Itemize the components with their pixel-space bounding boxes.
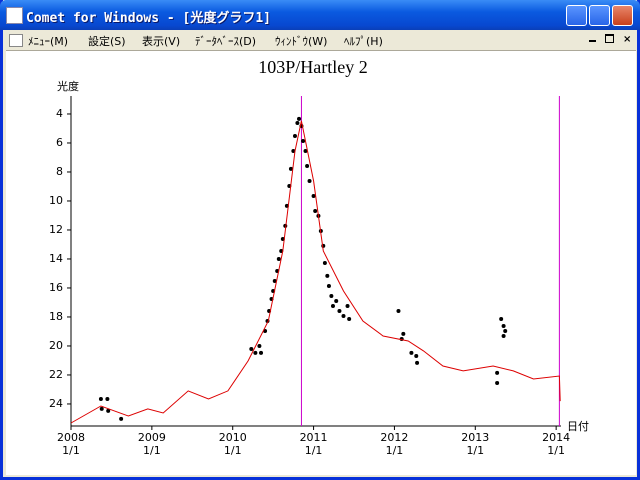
y-tick-label: 22 (49, 368, 63, 381)
observation-point (303, 148, 308, 153)
maximize-button[interactable] (589, 5, 610, 26)
mdi-close[interactable]: × (623, 34, 632, 45)
observation-point (347, 316, 352, 321)
observation-point (334, 299, 339, 304)
menu-item[interactable]: 設定(S) (88, 35, 126, 48)
y-tick-label: 24 (49, 397, 63, 410)
mdi-minimize[interactable] (589, 34, 596, 42)
observation-point (495, 370, 500, 375)
observation-point (249, 347, 254, 352)
observation-point (325, 273, 330, 278)
y-tick-label: 8 (56, 165, 63, 178)
observation-point (401, 331, 406, 336)
window-title: Comet for Windows - [光度グラフ1] (26, 11, 272, 26)
x-tick-label: 2012 (380, 431, 408, 444)
observation-point (415, 360, 420, 365)
y-tick-label: 4 (56, 107, 63, 120)
observation-point (313, 208, 318, 213)
x-axis-label: 日付 (567, 420, 589, 433)
observation-point (499, 316, 504, 321)
chart: 103P/Hartley 2 光度 日付 4 6 8 10 12 14 16 18 20 22 24… (49, 57, 589, 457)
observation-point (396, 309, 401, 314)
menu-bar: ﾒﾆｭｰ(M) 設定(S) 表示(V) ﾃﾞｰﾀﾍﾞｰｽ(D) ｳｨﾝﾄﾞｳ(W… (3, 30, 637, 50)
menu-item[interactable]: 表示(V) (142, 35, 181, 48)
x-tick-label: 2008 (57, 431, 85, 444)
menu-item[interactable]: ﾃﾞｰﾀﾍﾞｰｽ(D) (195, 35, 257, 48)
x-tick-label: 2014 (542, 431, 570, 444)
menu-item[interactable]: ﾒﾆｭｰ(M) (28, 35, 69, 48)
observation-point (257, 343, 262, 348)
app-icon[interactable] (6, 7, 23, 24)
y-tick-label: 10 (49, 194, 63, 207)
y-tick-label: 12 (49, 223, 63, 236)
observation-point (501, 333, 506, 338)
observation-point (301, 138, 306, 143)
x-tick-sublabel: 1/1 (466, 444, 484, 457)
x-tick-label: 2011 (300, 431, 328, 444)
close-button[interactable] (612, 5, 633, 26)
x-tick-label: 2010 (219, 431, 247, 444)
y-tick-label: 20 (49, 339, 63, 352)
observation-point (329, 293, 334, 298)
observation-point (337, 309, 342, 314)
x-tick-sublabel: 1/1 (305, 444, 323, 457)
observation-point (272, 279, 277, 284)
y-tick-label: 14 (49, 252, 63, 265)
title-bar: Comet for Windows - [光度グラフ1] (0, 0, 640, 30)
observation-point (276, 256, 281, 261)
observation-point (98, 397, 103, 402)
observation-point (106, 408, 111, 413)
x-tick-label: 2013 (461, 431, 489, 444)
observation-point (345, 303, 350, 308)
observation-point (501, 323, 506, 328)
x-tick-sublabel: 1/1 (547, 444, 565, 457)
observation-point (105, 397, 110, 402)
x-tick-sublabel: 1/1 (224, 444, 242, 457)
chart-title: 103P/Hartley 2 (258, 57, 368, 77)
doc-icon[interactable] (9, 34, 23, 47)
y-tick-label: 6 (56, 136, 63, 149)
observation-point (288, 166, 293, 171)
observation-point (341, 313, 346, 318)
observation-point (326, 283, 331, 288)
y-tick-label: 18 (49, 310, 63, 323)
observation-point (409, 350, 414, 355)
observation-point (305, 164, 310, 169)
observation-point (253, 350, 258, 355)
observation-point (295, 120, 300, 125)
x-tick-sublabel: 1/1 (143, 444, 161, 457)
observation-point (311, 194, 316, 199)
mdi-restore[interactable] (605, 34, 614, 43)
x-tick-label: 2009 (138, 431, 166, 444)
x-tick-sublabel: 1/1 (62, 444, 80, 457)
observation-point (503, 329, 508, 334)
observation-point (99, 406, 104, 411)
minimize-button[interactable] (566, 5, 587, 26)
menu-item[interactable]: ｳｨﾝﾄﾞｳ(W) (275, 35, 328, 48)
observation-point (322, 261, 327, 266)
observation-point (495, 380, 500, 385)
observation-point (414, 353, 419, 358)
x-tick-sublabel: 1/1 (386, 444, 404, 457)
observation-point (330, 303, 335, 308)
observation-point (119, 416, 124, 421)
client-area: 103P/Hartley 2 光度 日付 4 6 8 10 12 14 16 18 20 22 24… (6, 50, 636, 475)
observation-point (292, 134, 297, 139)
menu-item[interactable]: ﾍﾙﾌﾟ(H) (344, 35, 383, 48)
y-axis-label: 光度 (57, 79, 79, 93)
y-tick-label: 16 (49, 281, 63, 294)
model-curve (70, 120, 561, 424)
observation-point (291, 148, 296, 153)
observation-point (307, 178, 312, 183)
observation-point (259, 350, 264, 355)
observation-point (297, 116, 302, 121)
